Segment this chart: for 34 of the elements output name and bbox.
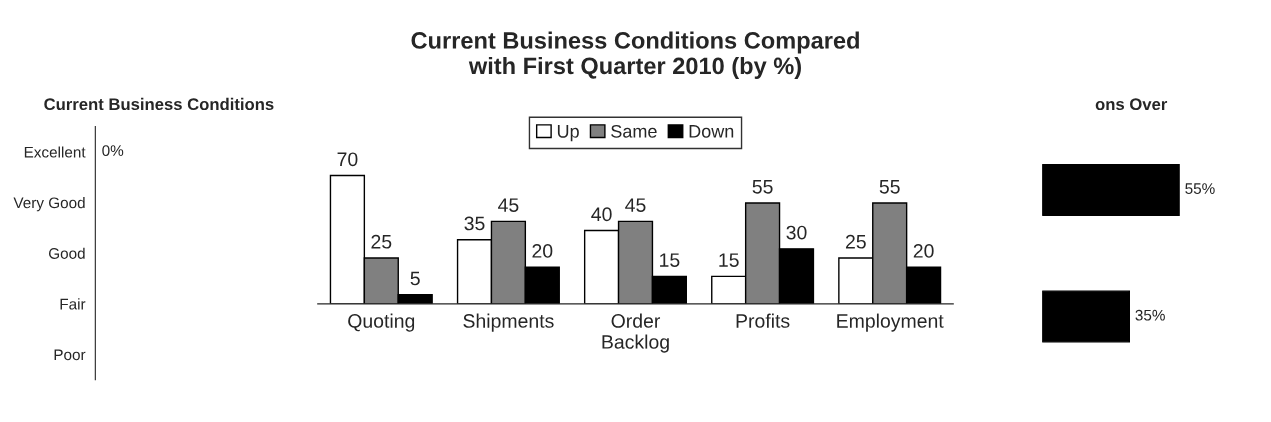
legend-label: Same: [611, 124, 657, 138]
data-label: 55: [879, 180, 900, 194]
data-label: 20: [532, 244, 553, 258]
x-tick-label: Quoting: [348, 313, 415, 332]
x-tick-label: Profits: [736, 313, 790, 328]
legend-label: Down: [689, 125, 734, 138]
data-label: 70: [337, 152, 358, 167]
data-label: 5: [410, 271, 420, 286]
data-label: 55%: [1185, 183, 1215, 194]
category-label: Good: [49, 247, 85, 259]
text: 0%: [102, 145, 124, 157]
data-label: 20: [913, 244, 934, 258]
legend-label: Up: [557, 125, 579, 142]
category-label: Excellent: [24, 146, 86, 158]
category-label: Very Good: [13, 197, 85, 212]
category-label: Fair: [60, 298, 86, 310]
data-label: 25: [371, 234, 392, 249]
chart-title: Current Business Conditions Compared with First Quarter 2010 (by %): [411, 31, 859, 79]
x-tick-label: Shipments: [463, 313, 554, 332]
data-label: 35%: [1135, 309, 1165, 321]
x-tick-label: Employment: [837, 313, 944, 332]
data-label: 15: [660, 253, 680, 267]
data-label: 55: [752, 180, 773, 194]
text: Current Business Conditions: [44, 97, 274, 111]
data-label: 40: [591, 207, 612, 222]
data-label: 25: [845, 234, 866, 249]
data-label: 15: [719, 253, 739, 267]
data-label: 45: [498, 198, 519, 212]
category-label: Poor: [54, 349, 86, 361]
x-tick-label: Order Backlog: [602, 313, 669, 353]
data-label: 30: [786, 225, 807, 240]
chart-title: ons Over: [1095, 98, 1168, 111]
data-label: 45: [625, 198, 646, 212]
data-label: 35: [464, 216, 485, 231]
